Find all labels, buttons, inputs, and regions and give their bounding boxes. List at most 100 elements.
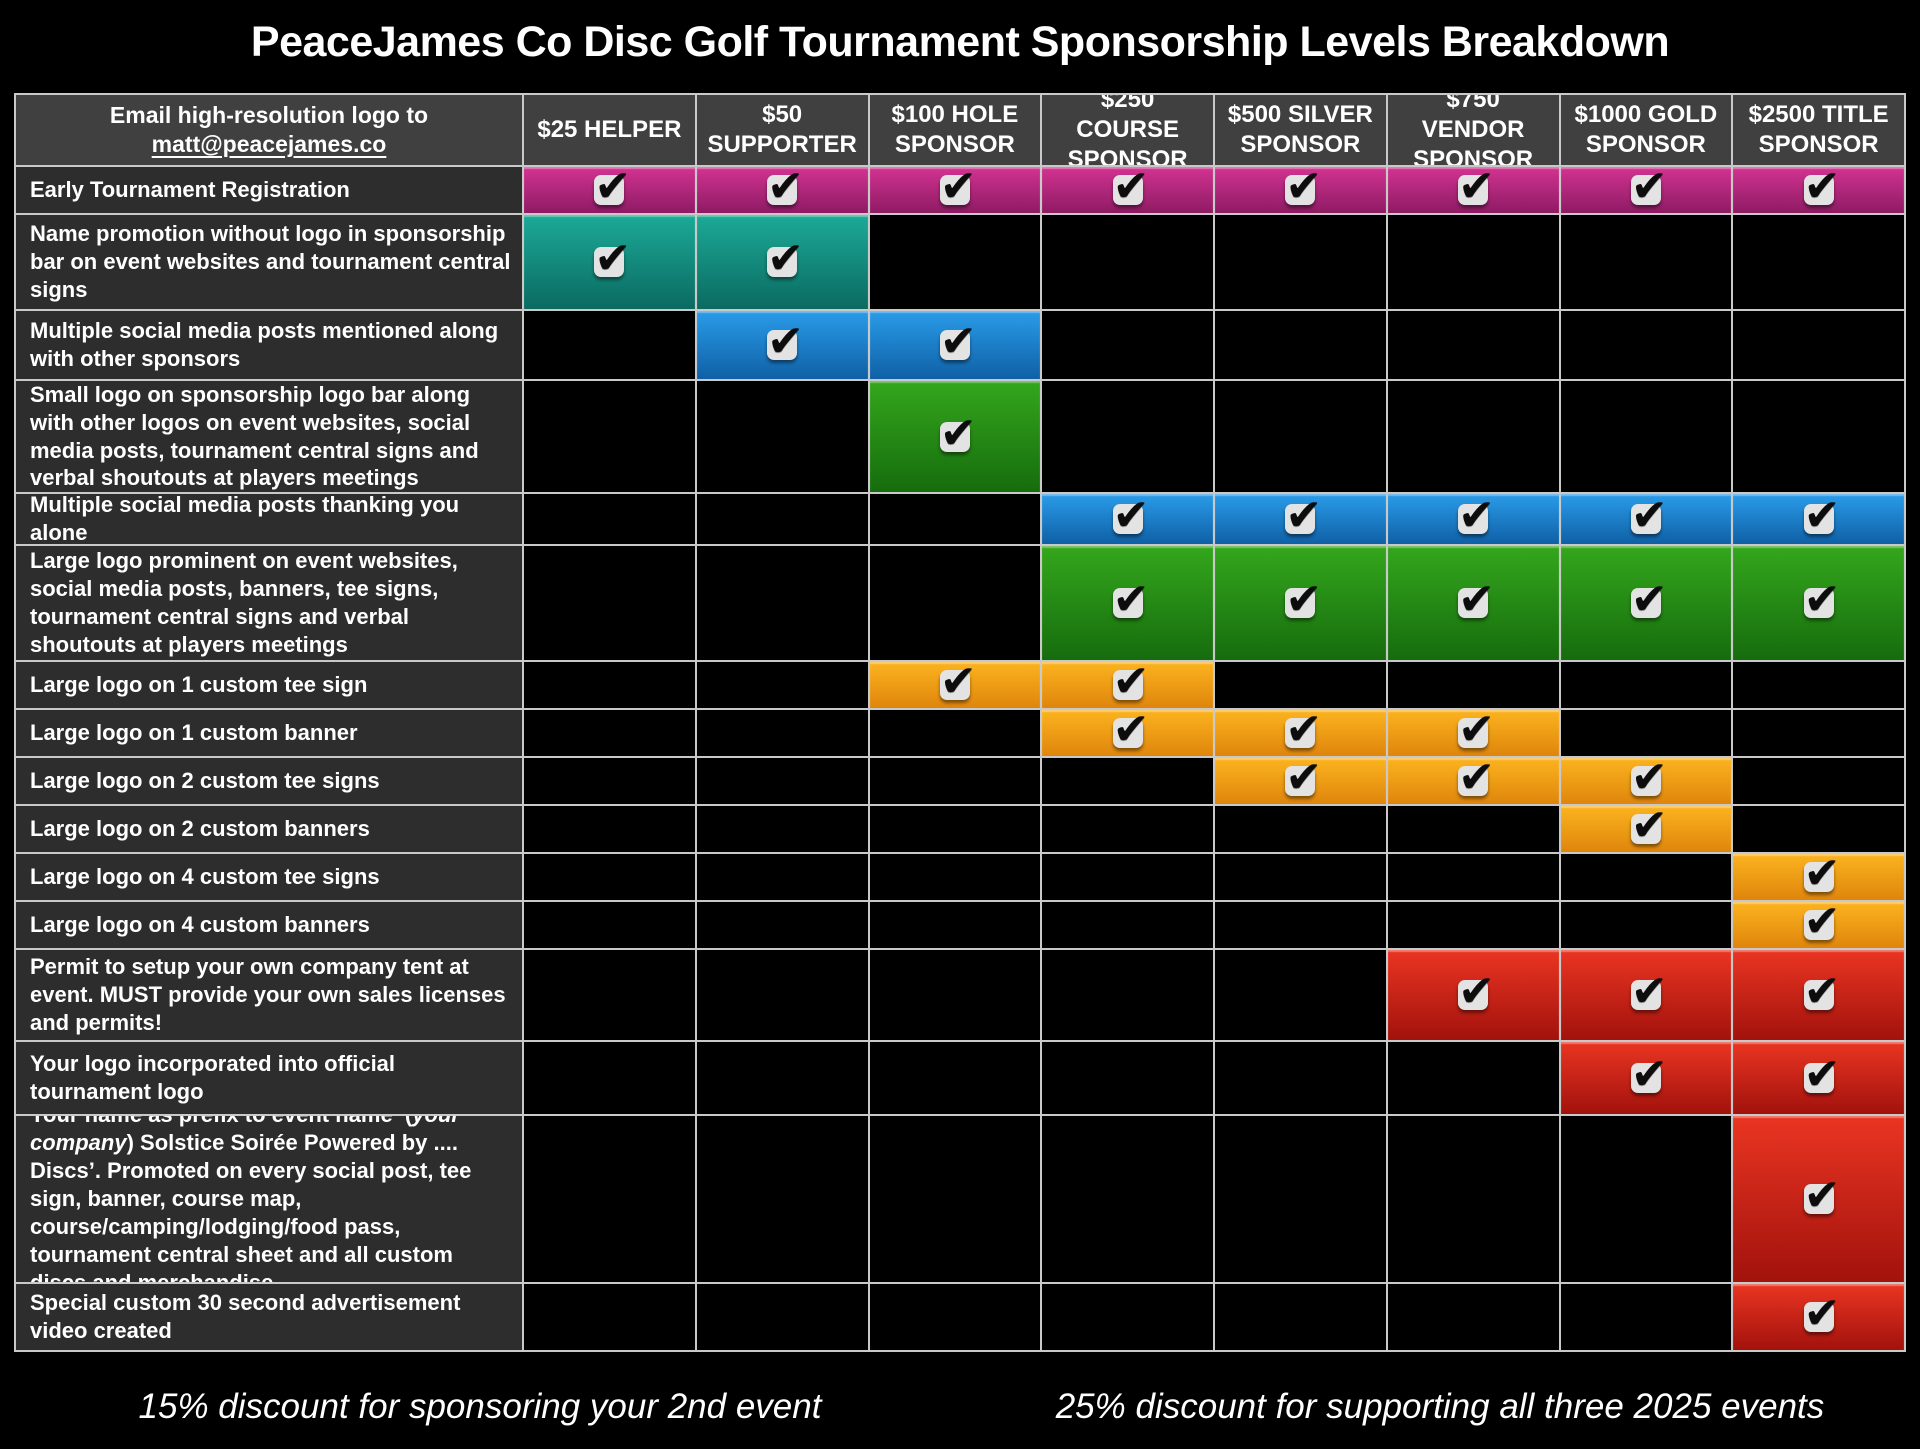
benefit-not-included-cell <box>1560 662 1732 708</box>
row-label-text: Multiple social media posts thanking you… <box>30 494 460 544</box>
benefit-not-included-cell <box>1387 662 1559 708</box>
benefit-not-included-cell <box>1042 311 1213 379</box>
check-icon: ✔ <box>1458 578 1495 622</box>
check-icon: ✔ <box>1803 902 1841 944</box>
checkmark-glyph: ✔ <box>1803 167 1841 212</box>
benefit-not-included-cell <box>1733 662 1904 708</box>
benefit-included-cell: ✔ <box>1733 950 1904 1040</box>
check-icon: ✔ <box>1458 710 1495 752</box>
benefit-not-included-cell <box>869 1116 1041 1282</box>
benefit-included-cell: ✔ <box>1042 494 1213 544</box>
checkmark-glyph: ✔ <box>594 233 632 284</box>
contact-email-link[interactable]: matt@peacejames.co <box>151 131 387 157</box>
row-label-text: Early Tournament Registration <box>30 177 350 203</box>
benefit-included-cell: ✔ <box>1733 1284 1904 1350</box>
benefit-not-included-cell <box>1733 758 1904 804</box>
benefit-not-included-cell <box>524 806 695 852</box>
benefit-not-included-cell <box>1387 1284 1559 1350</box>
benefit-included-cell: ✔ <box>869 311 1041 379</box>
benefit-not-included-cell <box>1387 1116 1559 1282</box>
benefit-not-included-cell <box>1042 806 1213 852</box>
check-icon: ✔ <box>1803 167 1841 209</box>
row-label-text: Large logo on 4 custom banners <box>30 912 370 938</box>
benefit-not-included-cell <box>1215 950 1386 1040</box>
row-label: Your name as prefix to event name ‘(your… <box>16 1116 522 1282</box>
checkmark-glyph: ✔ <box>1630 494 1668 541</box>
benefit-not-included-cell <box>1733 311 1904 379</box>
benefit-included-cell: ✔ <box>869 167 1041 213</box>
checkmark-glyph: ✔ <box>1803 902 1841 947</box>
benefit-included-cell: ✔ <box>1733 1042 1904 1114</box>
row-label-text: Name promotion without logo in sponsorsh… <box>30 221 511 302</box>
benefit-included-cell: ✔ <box>1042 662 1213 708</box>
benefit-not-included-cell <box>869 494 1041 544</box>
check-icon: ✔ <box>939 320 977 364</box>
check-icon: ✔ <box>1285 578 1322 622</box>
benefit-not-included-cell <box>1733 710 1904 756</box>
checkmark-glyph: ✔ <box>767 316 804 367</box>
benefit-included-cell: ✔ <box>1560 950 1732 1040</box>
benefit-not-included-cell <box>1387 806 1559 852</box>
checkmark-glyph: ✔ <box>1285 574 1323 625</box>
benefit-not-included-cell <box>1387 854 1559 900</box>
benefit-not-included-cell <box>1387 902 1559 948</box>
benefit-not-included-cell <box>1560 854 1732 900</box>
benefit-not-included-cell <box>1042 1284 1213 1350</box>
checkmark-glyph: ✔ <box>767 167 804 212</box>
checkmark-glyph: ✔ <box>1112 494 1150 541</box>
benefit-not-included-cell <box>696 902 868 948</box>
benefit-not-included-cell <box>1215 1042 1386 1114</box>
checkmark-glyph: ✔ <box>594 167 632 212</box>
check-icon: ✔ <box>1803 578 1841 622</box>
check-icon: ✔ <box>1112 710 1150 752</box>
benefit-not-included-cell <box>696 1116 868 1282</box>
benefit-included-cell: ✔ <box>1387 950 1559 1040</box>
column-header: $100 HOLE SPONSOR <box>869 95 1041 165</box>
benefit-not-included-cell <box>1733 381 1904 492</box>
column-header: $25 HELPER <box>524 95 695 165</box>
benefit-included-cell: ✔ <box>1387 167 1559 213</box>
row-label: Large logo on 4 custom tee signs <box>16 854 522 900</box>
benefit-included-cell: ✔ <box>1560 806 1732 852</box>
row-label-text: Large logo on 4 custom tee signs <box>30 864 380 890</box>
benefit-not-included-cell <box>1215 215 1386 309</box>
benefit-included-cell: ✔ <box>1215 494 1386 544</box>
benefit-not-included-cell <box>524 758 695 804</box>
benefit-included-cell: ✔ <box>1733 854 1904 900</box>
benefit-not-included-cell <box>524 902 695 948</box>
benefit-not-included-cell <box>1387 311 1559 379</box>
row-label-text: Large logo on 2 custom tee signs <box>30 768 380 794</box>
checkmark-glyph: ✔ <box>1458 966 1495 1017</box>
check-icon: ✔ <box>939 167 977 209</box>
benefit-not-included-cell <box>1387 381 1559 492</box>
checkmark-glyph: ✔ <box>1630 167 1668 212</box>
check-icon: ✔ <box>939 662 977 704</box>
checkmark-glyph: ✔ <box>1285 710 1323 755</box>
check-icon: ✔ <box>1285 167 1322 209</box>
checkmark-glyph: ✔ <box>1630 806 1668 851</box>
benefit-not-included-cell <box>1733 806 1904 852</box>
row-label: Multiple social media posts thanking you… <box>16 494 522 544</box>
checkmark-glyph: ✔ <box>1285 494 1323 541</box>
check-icon: ✔ <box>594 237 631 281</box>
benefit-included-cell: ✔ <box>1387 758 1559 804</box>
check-icon: ✔ <box>767 320 804 364</box>
check-icon: ✔ <box>1458 758 1495 800</box>
benefit-not-included-cell <box>869 1042 1041 1114</box>
checkmark-glyph: ✔ <box>1285 167 1323 212</box>
checkmark-glyph: ✔ <box>1458 574 1495 625</box>
benefit-not-included-cell <box>524 1284 695 1350</box>
benefit-included-cell: ✔ <box>1733 546 1904 660</box>
benefit-not-included-cell <box>869 710 1041 756</box>
check-icon: ✔ <box>1458 494 1495 538</box>
benefit-not-included-cell <box>1387 1042 1559 1114</box>
benefit-included-cell: ✔ <box>1215 546 1386 660</box>
benefit-not-included-cell <box>869 806 1041 852</box>
benefit-not-included-cell <box>869 854 1041 900</box>
check-icon: ✔ <box>939 411 977 455</box>
check-icon: ✔ <box>1112 167 1150 209</box>
checkmark-glyph: ✔ <box>1803 574 1841 625</box>
benefit-included-cell: ✔ <box>1042 710 1213 756</box>
row-label-text: Permit to setup your own company tent at… <box>30 954 506 1035</box>
benefit-not-included-cell <box>1560 1284 1732 1350</box>
